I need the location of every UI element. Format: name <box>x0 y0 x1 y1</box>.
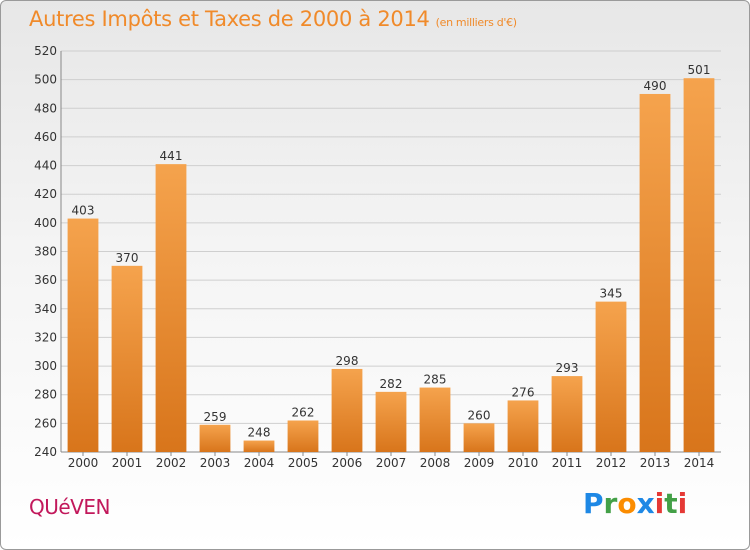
data-label-2006: 298 <box>336 354 359 368</box>
logo-letter: t <box>664 487 678 520</box>
x-tick-label-2004: 2004 <box>244 456 275 470</box>
x-tick-label-2006: 2006 <box>332 456 363 470</box>
data-label-2008: 285 <box>424 373 447 387</box>
bar-2014 <box>683 78 715 452</box>
bar-2011 <box>551 376 583 452</box>
data-label-2002: 441 <box>160 149 183 163</box>
x-tick-label-2010: 2010 <box>508 456 539 470</box>
y-tick-label: 380 <box>34 245 57 259</box>
bar-2010 <box>507 400 539 452</box>
x-tick-label-2005: 2005 <box>288 456 319 470</box>
commune-name: QUéVEN <box>29 495 110 519</box>
chart-title: Autres Impôts et Taxes de 2000 à 2014 (en… <box>29 7 517 31</box>
y-tick-label: 420 <box>34 187 57 201</box>
y-tick-label: 440 <box>34 159 57 173</box>
y-tick-label: 300 <box>34 359 57 373</box>
y-tick-label: 460 <box>34 130 57 144</box>
chart-title-unit: (en milliers d'€) <box>435 16 517 29</box>
data-label-2013: 490 <box>644 79 667 93</box>
y-tick-label: 360 <box>34 273 57 287</box>
chart-title-main: Autres Impôts et Taxes de 2000 à 2014 <box>29 7 430 31</box>
x-tick-label-2000: 2000 <box>68 456 99 470</box>
data-label-2011: 293 <box>556 361 579 375</box>
x-tick-label-2012: 2012 <box>596 456 627 470</box>
y-tick-label: 280 <box>34 388 57 402</box>
bar-2006 <box>331 368 363 452</box>
logo-letter: o <box>617 487 637 520</box>
logo-letter: i <box>654 487 665 520</box>
logo-letter: P <box>583 487 604 520</box>
bar-2013 <box>639 93 671 452</box>
bar-2004 <box>243 440 275 452</box>
y-tick-label: 400 <box>34 216 57 230</box>
data-label-2001: 370 <box>116 251 139 265</box>
bar-2002 <box>155 164 187 452</box>
data-label-2000: 403 <box>72 204 95 218</box>
y-tick-label: 480 <box>34 101 57 115</box>
bar-2001 <box>111 265 143 452</box>
x-tick-label-2001: 2001 <box>112 456 143 470</box>
data-label-2005: 262 <box>292 405 315 419</box>
x-tick-label-2007: 2007 <box>376 456 407 470</box>
x-tick-label-2002: 2002 <box>156 456 187 470</box>
bar-2000 <box>67 218 99 452</box>
data-label-2012: 345 <box>600 287 623 301</box>
data-label-2007: 282 <box>380 377 403 391</box>
proxiti-logo: Proxiti <box>583 487 687 520</box>
y-tick-label: 520 <box>34 44 57 58</box>
data-label-2003: 259 <box>204 410 227 424</box>
y-tick-label: 500 <box>34 73 57 87</box>
bar-2009 <box>463 423 495 452</box>
data-label-2009: 260 <box>468 408 491 422</box>
x-tick-label-2009: 2009 <box>464 456 495 470</box>
bar-2007 <box>375 391 407 452</box>
bar-2012 <box>595 301 627 452</box>
data-label-2010: 276 <box>512 385 535 399</box>
bar-2005 <box>287 420 319 452</box>
y-tick-label: 260 <box>34 416 57 430</box>
bar-2003 <box>199 424 231 452</box>
x-tick-label-2003: 2003 <box>200 456 231 470</box>
y-tick-label: 240 <box>34 445 57 459</box>
y-tick-label: 320 <box>34 330 57 344</box>
x-tick-label-2014: 2014 <box>684 456 715 470</box>
y-tick-label: 340 <box>34 302 57 316</box>
data-label-2014: 501 <box>688 63 711 77</box>
x-tick-label-2008: 2008 <box>420 456 451 470</box>
x-tick-label-2011: 2011 <box>552 456 583 470</box>
logo-letter: x <box>636 487 655 520</box>
logo-letter: r <box>603 487 618 520</box>
x-tick-label-2013: 2013 <box>640 456 671 470</box>
data-label-2004: 248 <box>248 426 271 440</box>
bar-2008 <box>419 387 451 452</box>
logo-letter: i <box>677 487 688 520</box>
